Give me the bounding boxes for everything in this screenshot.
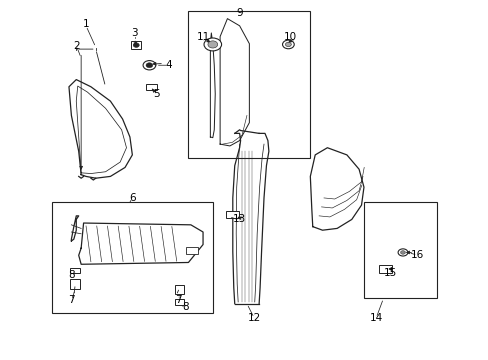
Bar [146, 84, 157, 90]
Circle shape [397, 249, 407, 256]
Text: 8: 8 [68, 270, 75, 280]
Bar [225, 211, 238, 219]
Text: 2: 2 [73, 41, 80, 50]
Circle shape [143, 60, 156, 70]
Text: 14: 14 [369, 313, 382, 323]
Bar [131, 41, 141, 49]
Circle shape [285, 42, 291, 46]
Circle shape [282, 40, 294, 49]
Bar [175, 285, 183, 294]
Bar [188, 12, 310, 158]
Circle shape [146, 63, 153, 68]
Text: 9: 9 [236, 8, 243, 18]
Bar [52, 202, 212, 313]
Text: 7: 7 [175, 295, 182, 305]
Text: 10: 10 [284, 32, 297, 41]
Text: 1: 1 [82, 19, 89, 29]
Text: 13: 13 [232, 215, 246, 224]
Bar [185, 247, 198, 253]
Text: 5: 5 [153, 89, 160, 99]
Text: 15: 15 [384, 268, 397, 278]
Bar [175, 300, 183, 305]
Circle shape [207, 41, 217, 48]
Text: 7: 7 [68, 295, 75, 305]
Bar [378, 265, 391, 273]
Bar [363, 202, 436, 298]
Circle shape [203, 38, 221, 51]
Text: 12: 12 [247, 313, 260, 323]
Bar [70, 267, 80, 273]
Text: 8: 8 [183, 302, 189, 312]
Circle shape [133, 43, 139, 47]
Text: 3: 3 [131, 28, 138, 38]
Text: 11: 11 [196, 32, 209, 41]
Text: 16: 16 [410, 250, 424, 260]
Text: 6: 6 [129, 193, 135, 203]
Bar [70, 279, 80, 289]
Text: 4: 4 [165, 60, 172, 70]
Circle shape [400, 251, 405, 254]
